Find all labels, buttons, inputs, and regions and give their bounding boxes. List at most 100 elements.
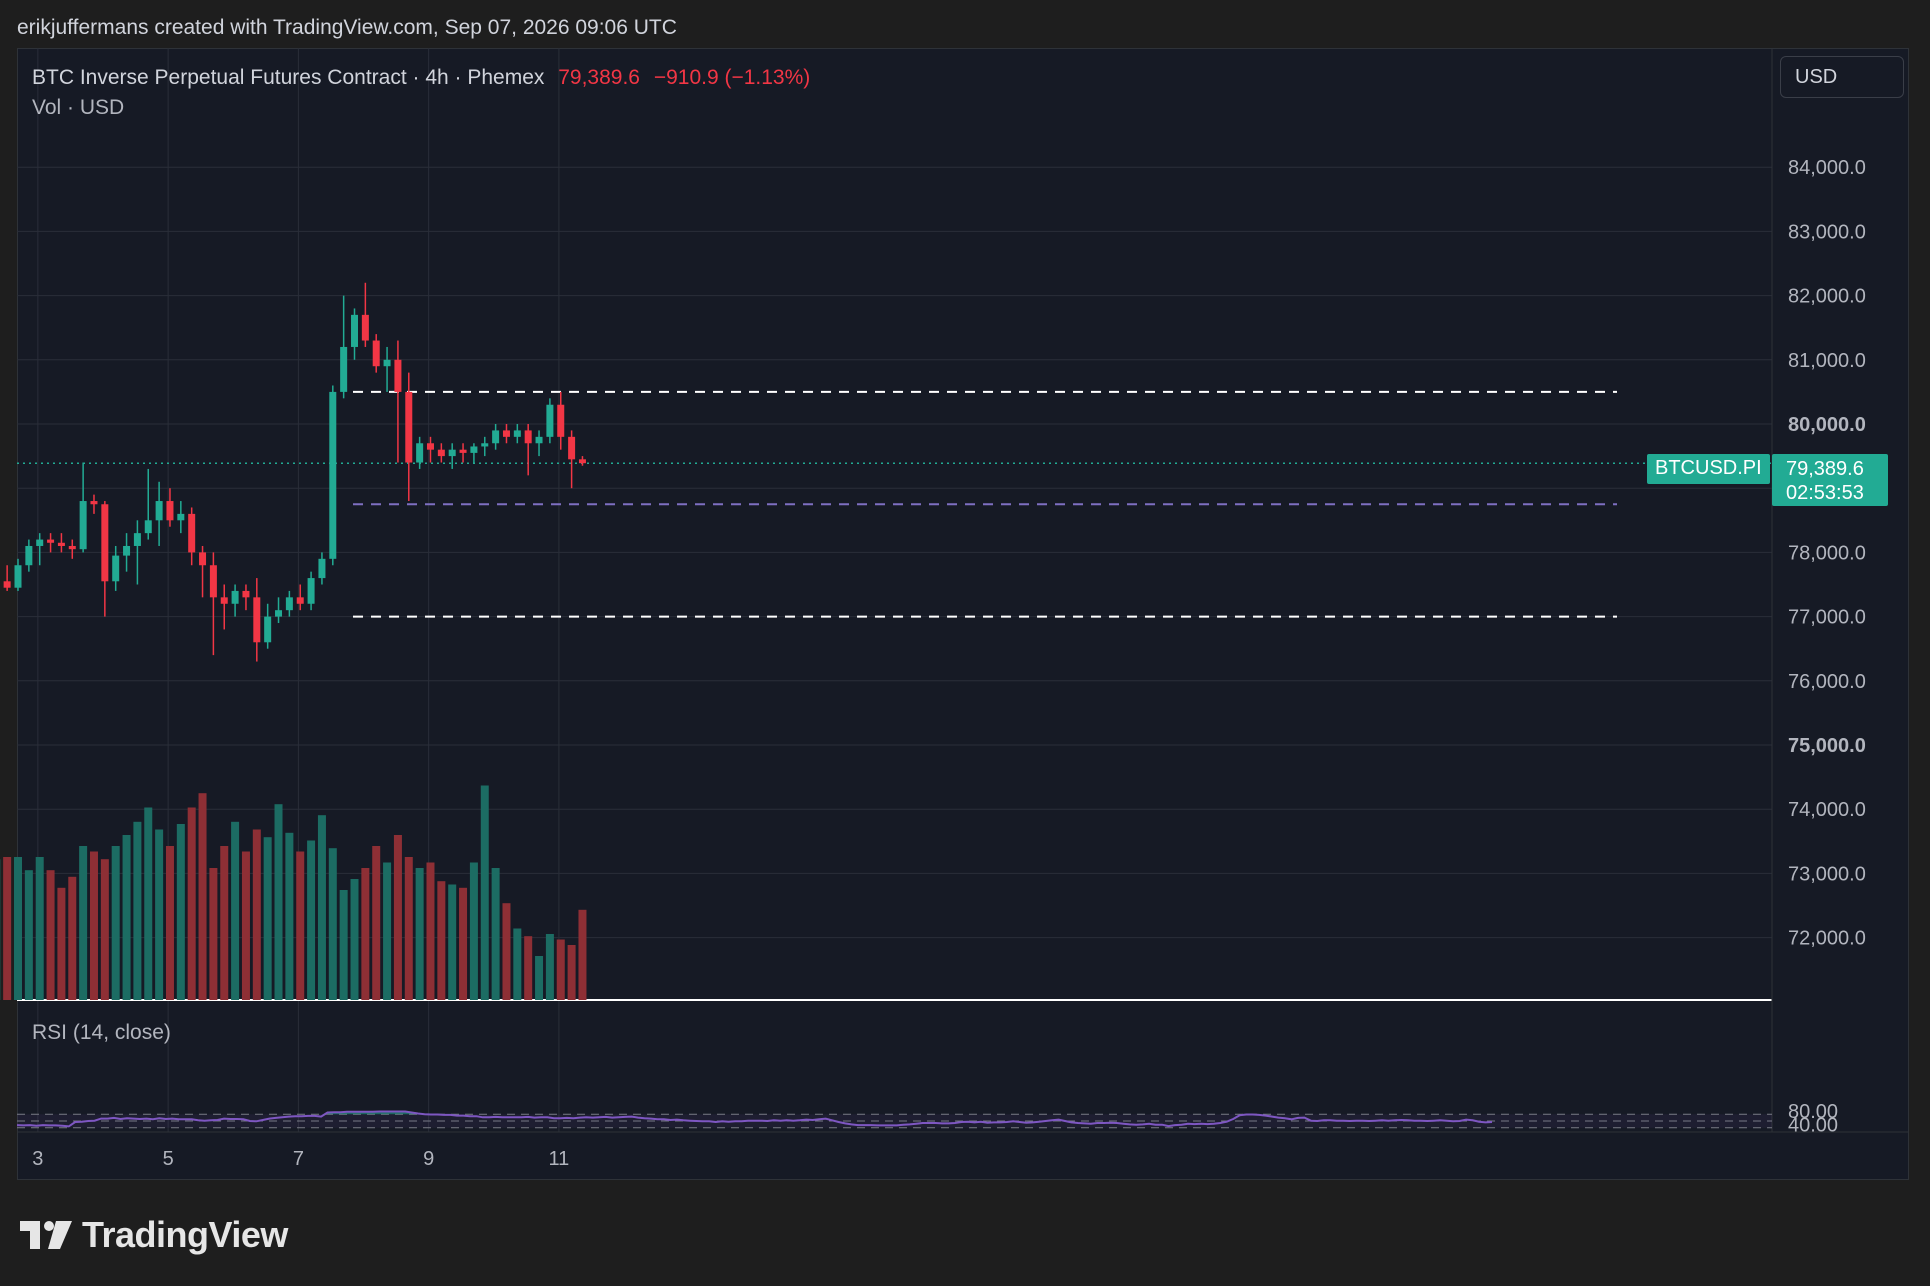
volume-bar: [198, 793, 207, 1000]
volume-bar: [383, 862, 392, 1000]
candle-body: [372, 340, 380, 367]
volume-bar: [502, 903, 511, 1000]
rsi-legend[interactable]: RSI (14, close): [32, 1021, 171, 1044]
candle-body: [578, 459, 586, 464]
price-change: −910.9 (−1.13%): [653, 66, 811, 89]
candle-body: [47, 539, 55, 543]
volume-bar: [372, 846, 381, 1000]
snapshot-attribution: erikjuffermans created with TradingView.…: [17, 16, 677, 39]
volume-bar: [285, 832, 294, 1000]
candle-body: [568, 436, 576, 460]
symbol-price-tag: BTCUSD.PI: [1647, 454, 1770, 484]
candle-body: [437, 449, 445, 457]
volume-bar: [79, 846, 88, 1000]
volume-bar: [317, 815, 326, 1000]
symbol-legend: BTC Inverse Perpetual Futures Contract ·…: [32, 66, 810, 90]
rsi-pane: [16, 1110, 1772, 1129]
candle-body: [351, 314, 359, 347]
volume-bar: [459, 887, 468, 1000]
candle-body: [90, 501, 98, 505]
candle-body: [264, 616, 272, 643]
candle-body: [513, 430, 521, 437]
volume-bar: [307, 840, 316, 1000]
price-tick-label: 81,000.0: [1788, 350, 1866, 372]
volume-bar: [3, 857, 12, 1000]
candle-body: [79, 501, 87, 550]
volume-legend[interactable]: Vol · USD: [32, 96, 125, 119]
price-tick-label: 78,000.0: [1788, 542, 1866, 564]
axes: 84,000.0 83,000.0 82,000.0 81,000.0 80,000.0…: [32, 157, 1866, 1170]
candle-body: [459, 449, 467, 453]
price-tick-label: 73,000.0: [1788, 863, 1866, 885]
candle-body: [557, 404, 565, 437]
volume-bar: [393, 835, 402, 1000]
candle-body: [502, 430, 510, 437]
candle-body: [307, 578, 315, 604]
volume-bar: [100, 859, 109, 1000]
volume-bar: [469, 862, 478, 1000]
volume-bar: [68, 876, 77, 1000]
candle-body: [285, 597, 293, 611]
tradingview-logo[interactable]: TradingView: [20, 1214, 288, 1256]
volume-bar: [404, 857, 413, 1000]
candle-body: [231, 590, 239, 604]
volume-bar: [111, 846, 120, 1000]
volume-bar: [155, 829, 164, 1000]
rsi-band: [17, 1114, 1772, 1128]
last-price-tag-value: 79,389.6: [1786, 458, 1864, 480]
candle-body: [220, 597, 228, 604]
candle-body: [416, 443, 424, 463]
candle-body: [177, 513, 185, 521]
symbol-title[interactable]: BTC Inverse Perpetual Futures Contract ·…: [32, 66, 545, 89]
rsi-tick-label: 40.00: [1788, 1114, 1838, 1136]
volume-bar: [274, 804, 283, 1000]
rsi-tick-label: 80.00: [1788, 1101, 1838, 1123]
candle-body: [123, 545, 131, 556]
volume-bar: [209, 868, 218, 1000]
candle-body: [426, 443, 434, 450]
volume-bar: [350, 879, 359, 1000]
volume-bar: [567, 945, 576, 1000]
volume-bars: [0, 785, 587, 1000]
price-tick-label: 77,000.0: [1788, 607, 1866, 629]
volume-bar: [144, 807, 153, 1000]
candle-body: [383, 359, 391, 367]
bar-countdown: 02:53:53: [1786, 482, 1864, 504]
candle-body: [492, 430, 500, 444]
price-tick-label: 75,000.0: [1788, 735, 1866, 757]
candle-body: [155, 501, 163, 521]
price-tick-label: 80,000.0: [1788, 414, 1866, 436]
price-tick-label: 74,000.0: [1788, 799, 1866, 821]
volume-bar: [545, 934, 554, 1000]
price-tick-label: 76,000.0: [1788, 671, 1866, 693]
candle-body: [275, 610, 283, 617]
candle-body: [329, 391, 337, 559]
time-tick-label: 11: [549, 1148, 570, 1170]
candle-body: [448, 449, 456, 457]
volume-bar: [524, 936, 533, 1000]
volume-bar: [437, 881, 446, 1000]
candles: [3, 282, 586, 662]
volume-bar: [263, 837, 272, 1000]
volume-bar: [46, 870, 55, 1000]
candle-body: [524, 430, 532, 444]
rsi-line: [16, 1110, 1493, 1128]
candle-body: [166, 501, 174, 521]
candle-body: [36, 539, 44, 546]
tradingview-logo-icon: [20, 1221, 72, 1249]
volume-bar: [220, 846, 229, 1000]
candle-body: [209, 565, 217, 598]
candle-body: [253, 597, 261, 643]
candle-body: [470, 446, 478, 453]
price-tick-label: 72,000.0: [1788, 928, 1866, 950]
candle-body: [296, 597, 304, 604]
price-tick-label: 82,000.0: [1788, 286, 1866, 308]
volume-bar: [176, 824, 185, 1000]
currency-button[interactable]: USD: [1780, 56, 1904, 98]
candle-body: [405, 391, 413, 463]
candle-body: [3, 581, 11, 588]
time-tick-label: 9: [423, 1148, 434, 1170]
last-price: 79,389.6: [558, 66, 640, 89]
volume-bar: [89, 851, 98, 1000]
